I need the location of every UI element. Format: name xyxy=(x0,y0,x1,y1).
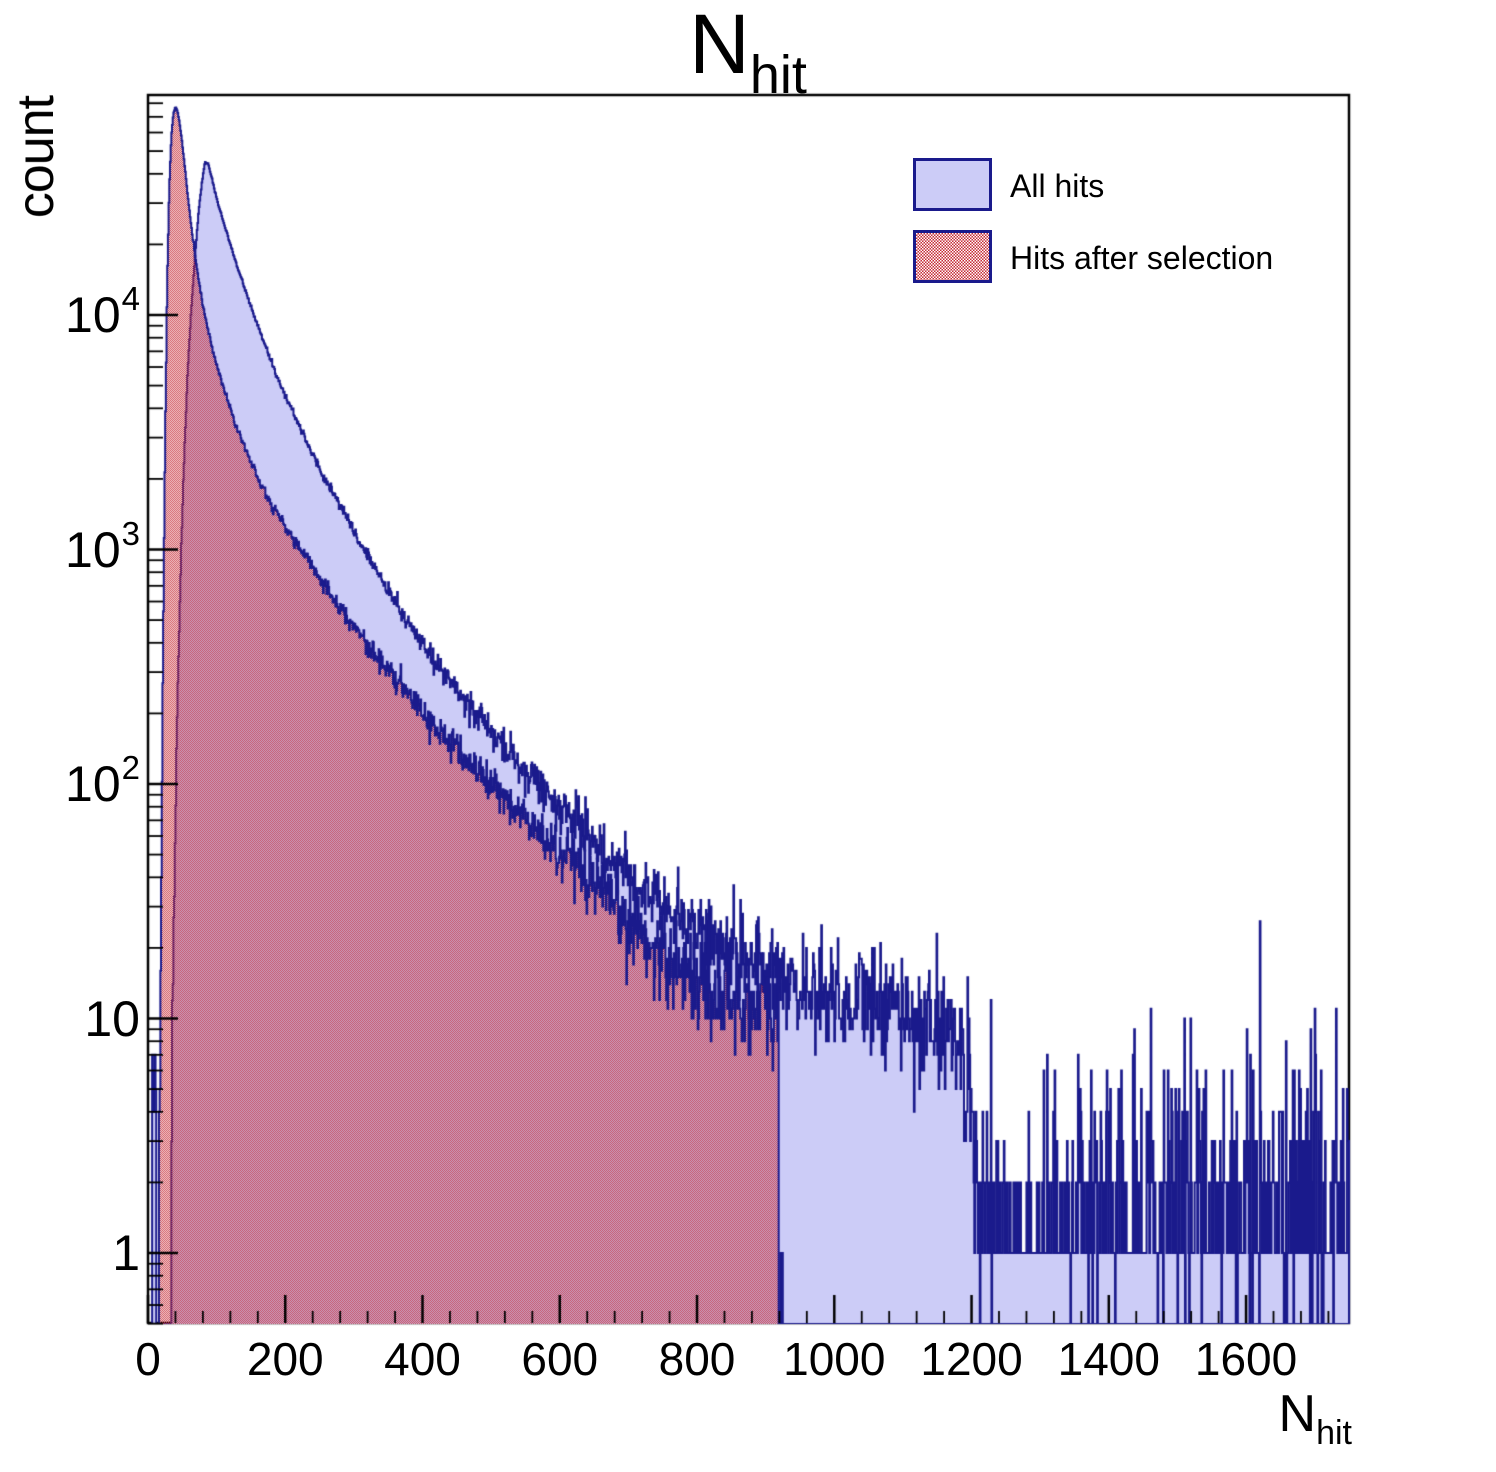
y-tick-label: 103 xyxy=(65,514,140,578)
legend-label-all-hits: All hits xyxy=(1010,168,1105,204)
y-tick-label: 104 xyxy=(65,280,140,343)
plot-title-subscript: hit xyxy=(749,45,807,105)
x-tick-label: 0 xyxy=(135,1333,161,1385)
x-tick-label: 200 xyxy=(246,1333,324,1385)
x-tick-label: 1600 xyxy=(1194,1333,1298,1385)
legend-swatch-all-hits xyxy=(913,158,992,211)
y-axis-label: count xyxy=(7,96,65,219)
x-tick-label: 800 xyxy=(658,1333,736,1385)
x-tick-label: 1200 xyxy=(920,1333,1023,1385)
legend-swatch-hits-after-selection xyxy=(913,230,992,283)
x-axis-label-subscript: hit xyxy=(1316,1414,1352,1452)
x-tick-label: 600 xyxy=(521,1333,599,1385)
plot-title: Nhit xyxy=(0,2,1496,102)
x-tick-label: 1000 xyxy=(783,1333,886,1385)
plot-title-main: N xyxy=(689,0,750,91)
x-axis-label: Nhit xyxy=(1112,1384,1352,1452)
x-tick-label: 1400 xyxy=(1057,1333,1160,1385)
y-tick-label: 1 xyxy=(112,1225,140,1281)
legend-label-hits-after-selection: Hits after selection xyxy=(1010,240,1274,276)
x-tick-label: 400 xyxy=(384,1333,461,1385)
y-tick-label: 10 xyxy=(84,990,140,1047)
x-axis-label-main: N xyxy=(1278,1385,1317,1443)
y-tick-label: 102 xyxy=(65,749,140,812)
